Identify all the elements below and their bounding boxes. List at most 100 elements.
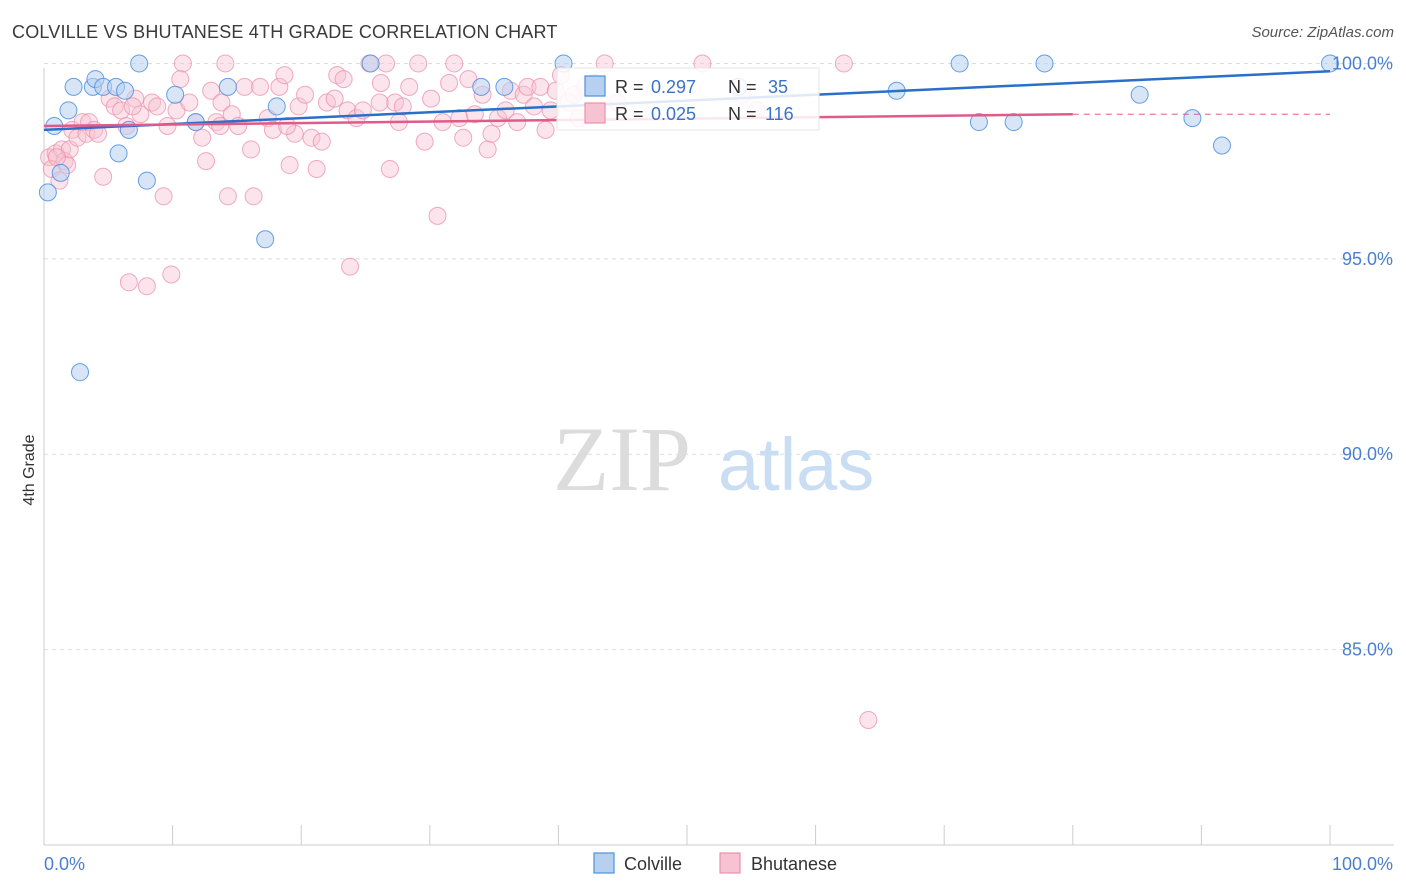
legend-bottom-swatch-bhutanese (719, 852, 741, 874)
source-label: Source: ZipAtlas.com (1251, 24, 1394, 41)
colville-point (64, 77, 83, 96)
colville-point (950, 54, 969, 73)
colville-points (38, 54, 1339, 382)
bhutanese-point (285, 124, 304, 143)
bhutanese-point (235, 77, 254, 96)
bhutanese-point (123, 97, 142, 116)
legend-top: R = 0.297 N = 35 R = 0.025 N = 116 (556, 67, 820, 131)
bhutanese-point (338, 101, 357, 120)
y-tick-label: 85.0% (1342, 640, 1393, 660)
bhutanese-point (400, 77, 419, 96)
x-tick-label: 100.0% (1332, 854, 1393, 874)
colville-point (256, 230, 275, 249)
bhutanese-point (119, 273, 138, 292)
colville-point (1183, 109, 1202, 128)
legend-bottom-label-colville: Colville (624, 854, 682, 874)
legend-n-value-colville: 35 (768, 77, 788, 97)
bhutanese-point (218, 187, 237, 206)
bhutanese-point (216, 54, 235, 73)
legend-r-value-bhutanese: 0.025 (651, 104, 696, 124)
legend-n-value-bhutanese: 116 (765, 104, 794, 124)
bhutanese-point (307, 159, 326, 178)
bhutanese-point (302, 128, 321, 147)
colville-point (51, 163, 70, 182)
y-tick-label: 90.0% (1342, 444, 1393, 464)
colville-point (1130, 85, 1149, 104)
bhutanese-point (370, 93, 389, 112)
bhutanese-point (380, 159, 399, 178)
tick-labels: 85.0% 90.0% 95.0% 100.0% 0.0% 100.0% (44, 53, 1393, 874)
bhutanese-point (415, 132, 434, 151)
bhutanese-point (440, 73, 459, 92)
bhutanese-point (148, 97, 167, 116)
legend-swatch-colville (584, 75, 606, 97)
bhutanese-points (40, 54, 878, 729)
watermark-atlas: atlas (718, 423, 874, 506)
legend-swatch-bhutanese (584, 102, 606, 124)
colville-point (130, 54, 149, 73)
bhutanese-point (409, 54, 428, 73)
colville-point (1004, 113, 1023, 132)
bhutanese-point (393, 97, 412, 116)
bhutanese-point (202, 81, 221, 100)
x-tick-label: 0.0% (44, 854, 85, 874)
bhutanese-point (454, 128, 473, 147)
bhutanese-point (325, 89, 344, 108)
colville-point (109, 144, 128, 163)
bhutanese-point (536, 120, 555, 139)
colville-point (267, 97, 286, 116)
bhutanese-point (482, 124, 501, 143)
bhutanese-point (251, 77, 270, 96)
chart-title: COLVILLE VS BHUTANESE 4TH GRADE CORRELAT… (12, 22, 558, 42)
bhutanese-point (193, 128, 212, 147)
bhutanese-point (341, 257, 360, 276)
bhutanese-point (244, 187, 263, 206)
legend-n-label-colville: N = (728, 77, 757, 97)
bhutanese-point (197, 152, 216, 171)
colville-point (1035, 54, 1054, 73)
bhutanese-point (312, 132, 331, 151)
colville-point (495, 77, 514, 96)
grid (44, 62, 1394, 651)
bhutanese-point (270, 77, 289, 96)
colville-point (166, 85, 185, 104)
bhutanese-point (508, 113, 527, 132)
bhutanese-point (212, 93, 231, 112)
bhutanese-point (289, 97, 308, 116)
bhutanese-point (162, 265, 181, 284)
colville-point (71, 363, 90, 382)
bhutanese-point (47, 148, 66, 167)
y-axis-label: 4th Grade (21, 434, 38, 505)
bhutanese-point (334, 70, 353, 89)
bhutanese-point (131, 105, 150, 124)
colville-point (969, 113, 988, 132)
colville-point (137, 171, 156, 190)
bhutanese-point (242, 140, 261, 159)
colville-point (218, 77, 237, 96)
legend-bottom: Colville Bhutanese (593, 852, 837, 874)
bhutanese-point (158, 116, 177, 135)
bhutanese-point (171, 70, 190, 89)
bhutanese-point (422, 89, 441, 108)
colville-point (38, 183, 57, 202)
watermark-zip: ZIP (553, 408, 691, 510)
legend-n-label-bhutanese: N = (728, 104, 757, 124)
legend-r-value-colville: 0.297 (651, 77, 696, 97)
bhutanese-point (263, 120, 282, 139)
bhutanese-point (275, 66, 294, 85)
bhutanese-point (137, 277, 156, 296)
y-tick-label: 95.0% (1342, 249, 1393, 269)
bhutanese-point (94, 167, 113, 186)
bhutanese-point (180, 93, 199, 112)
legend-bottom-label-bhutanese: Bhutanese (751, 854, 837, 874)
legend-r-label-colville: R = (615, 77, 644, 97)
colville-point (59, 101, 78, 120)
colville-point (472, 77, 491, 96)
bhutanese-point (211, 116, 230, 135)
bhutanese-point (834, 54, 853, 73)
bhutanese-point (296, 85, 315, 104)
bhutanese-point (518, 77, 537, 96)
bhutanese-point (428, 206, 447, 225)
bhutanese-point (531, 77, 550, 96)
